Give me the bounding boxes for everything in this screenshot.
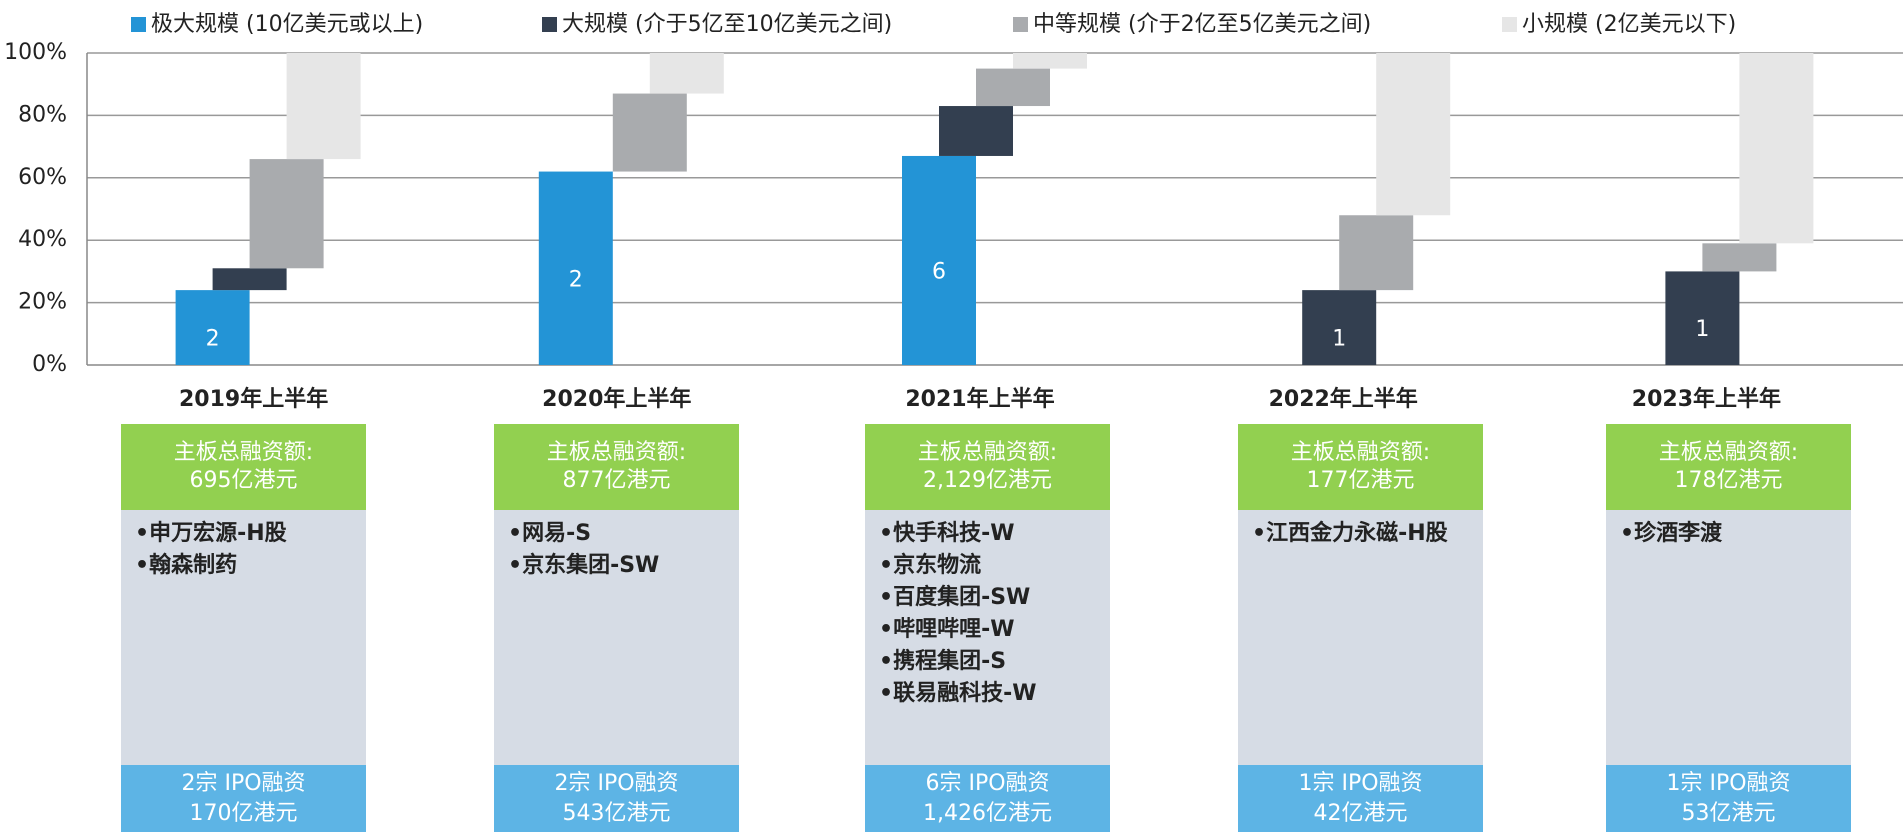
- panel-list: 江西金力永磁-H股: [1238, 510, 1483, 765]
- footer-text: 1宗 IPO融资: [1298, 770, 1423, 796]
- panel-list: 申万宏源-H股翰森制药: [121, 510, 366, 765]
- bar: [538, 171, 613, 365]
- footer-text: 543亿港元: [562, 800, 671, 826]
- list-item: 翰森制药: [135, 550, 352, 582]
- legend-label: 极大规模 (10亿美元或以上): [151, 12, 423, 37]
- bar: [1302, 290, 1377, 365]
- bar: [175, 290, 250, 365]
- list-item: 珍酒李渡: [1620, 518, 1837, 550]
- panel: 主板总融资额: 695亿港元申万宏源-H股翰森制药 2宗 IPO融资 170亿港元: [121, 424, 366, 832]
- header-text: 178亿港元: [1674, 468, 1783, 493]
- bar: [286, 53, 361, 160]
- panel-header: 主板总融资额: 877亿港元: [494, 424, 739, 510]
- panel: 主板总融资额: 178亿港元珍酒李渡 1宗 IPO融资 53亿港元: [1606, 424, 1851, 832]
- panel-header: 主板总融资额: 695亿港元: [121, 424, 366, 510]
- header-text: 主板总融资额:: [173, 440, 314, 465]
- bar-label: 1: [1332, 327, 1346, 352]
- x-tick-label: 2019年上半年: [179, 386, 328, 412]
- list-item: 联易融科技-W: [879, 678, 1096, 710]
- bar: [612, 93, 687, 172]
- bar: [1665, 271, 1740, 365]
- bar: [212, 268, 287, 291]
- list-item: 网易-S: [508, 518, 725, 550]
- bar: [1339, 215, 1414, 291]
- header-text: 177亿港元: [1306, 468, 1415, 493]
- list-item: 携程集团-S: [879, 646, 1096, 678]
- footer-text: 170亿港元: [189, 800, 298, 826]
- panel-header: 主板总融资额: 177亿港元: [1238, 424, 1483, 510]
- y-tick-label: 80%: [18, 102, 67, 127]
- panel-footer: 2宗 IPO融资 170亿港元: [121, 765, 366, 832]
- y-tick-label: 40%: [18, 227, 67, 252]
- header-text: 2,129亿港元: [923, 468, 1052, 493]
- panel: 主板总融资额: 877亿港元网易-S京东集团-SW 2宗 IPO融资 543亿港元: [494, 424, 739, 832]
- list-item: 京东集团-SW: [508, 550, 725, 582]
- list-item: 百度集团-SW: [879, 582, 1096, 614]
- footer-text: 2宗 IPO融资: [181, 770, 306, 796]
- x-tick-label: 2023年上半年: [1632, 386, 1781, 412]
- bar-label: 2: [206, 327, 220, 352]
- y-tick-label: 20%: [18, 290, 67, 315]
- bar: [1376, 53, 1451, 216]
- x-tick-label: 2022年上半年: [1269, 386, 1418, 412]
- list-item: 快手科技-W: [879, 518, 1096, 550]
- bar: [1013, 53, 1087, 69]
- legend-label: 中等规模 (介于2亿至5亿美元之间): [1033, 12, 1371, 37]
- panel-footer: 1宗 IPO融资 53亿港元: [1606, 765, 1851, 832]
- list-item: 申万宏源-H股: [135, 518, 352, 550]
- legend-swatch: [1013, 17, 1028, 32]
- bar: [1702, 243, 1777, 272]
- header-text: 主板总融资额:: [1290, 440, 1431, 465]
- bar: [939, 106, 1013, 156]
- bar: [976, 68, 1050, 107]
- legend-label: 小规模 (2亿美元以下): [1522, 12, 1736, 37]
- bar-label: 2: [569, 267, 583, 292]
- legend-swatch: [131, 17, 146, 32]
- panel-header: 主板总融资额: 178亿港元: [1606, 424, 1851, 510]
- footer-text: 1,426亿港元: [923, 800, 1052, 826]
- y-tick-label: 100%: [4, 40, 67, 65]
- footer-text: 6宗 IPO融资: [925, 770, 1050, 796]
- panel: 主板总融资额: 177亿港元江西金力永磁-H股 1宗 IPO融资 42亿港元: [1238, 424, 1483, 832]
- bar-label: 1: [1695, 317, 1709, 342]
- panel-list: 网易-S京东集团-SW: [494, 510, 739, 765]
- x-tick-label: 2020年上半年: [542, 386, 691, 412]
- y-tick-label: 60%: [18, 165, 67, 190]
- panel-footer: 2宗 IPO融资 543亿港元: [494, 765, 739, 832]
- panel-list: 珍酒李渡: [1606, 510, 1851, 765]
- bar: [1739, 53, 1814, 244]
- y-tick-label: 0%: [32, 352, 67, 377]
- footer-text: 42亿港元: [1313, 800, 1408, 826]
- header-text: 主板总融资额:: [917, 440, 1058, 465]
- bar: [249, 159, 324, 269]
- footer-text: 2宗 IPO融资: [554, 770, 679, 796]
- panel: 主板总融资额: 2,129亿港元快手科技-W京东物流百度集团-SW哔哩哔哩-W携程…: [865, 424, 1110, 832]
- list-item: 京东物流: [879, 550, 1096, 582]
- legend-swatch: [542, 17, 557, 32]
- x-tick-label: 2021年上半年: [905, 386, 1054, 412]
- panel-header: 主板总融资额: 2,129亿港元: [865, 424, 1110, 510]
- list-item: 江西金力永磁-H股: [1252, 518, 1469, 550]
- bar-label: 6: [932, 259, 946, 284]
- list-item: 哔哩哔哩-W: [879, 614, 1096, 646]
- panel-list: 快手科技-W京东物流百度集团-SW哔哩哔哩-W携程集团-S联易融科技-W: [865, 510, 1110, 765]
- footer-text: 53亿港元: [1681, 800, 1776, 826]
- header-text: 主板总融资额:: [546, 440, 687, 465]
- legend-swatch: [1502, 17, 1517, 32]
- legend-label: 大规模 (介于5亿至10亿美元之间): [562, 12, 892, 37]
- footer-text: 1宗 IPO融资: [1666, 770, 1791, 796]
- header-text: 主板总融资额:: [1658, 440, 1799, 465]
- bar: [649, 53, 724, 94]
- chart: 0% 20% 40% 60% 80% 100% 极大规模 (10亿美元或以上) 大规模 (介于…: [4, 12, 1903, 412]
- header-text: 877亿港元: [562, 468, 671, 493]
- bar: [902, 155, 976, 365]
- panel-footer: 1宗 IPO融资 42亿港元: [1238, 765, 1483, 832]
- header-text: 695亿港元: [189, 468, 298, 493]
- panel-footer: 6宗 IPO融资 1,426亿港元: [865, 765, 1110, 832]
